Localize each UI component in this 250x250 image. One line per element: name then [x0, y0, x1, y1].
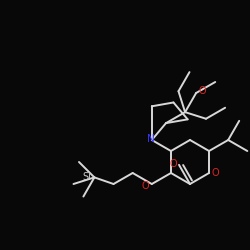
Text: N: N — [147, 134, 155, 144]
Text: O: O — [142, 181, 150, 191]
Text: O: O — [198, 86, 206, 96]
Text: O: O — [211, 168, 219, 178]
Text: Si: Si — [82, 172, 91, 182]
Text: O: O — [169, 159, 177, 169]
